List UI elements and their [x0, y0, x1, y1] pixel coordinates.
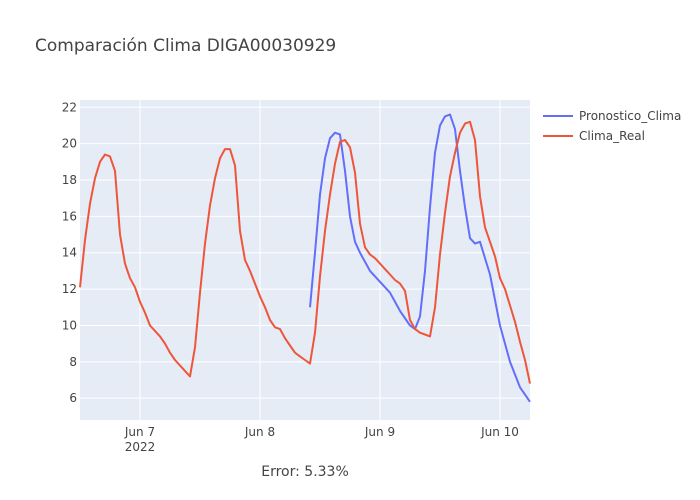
gridlines: [80, 100, 530, 420]
y-tick-label: 18: [62, 173, 77, 187]
series-lines: [79, 113, 531, 403]
x-tick-year-label: 2022: [125, 440, 156, 454]
legend[interactable]: Pronostico_Clima Clima_Real: [543, 109, 681, 143]
legend-item-clima-real[interactable]: Clima_Real: [543, 129, 645, 143]
y-tick-label: 14: [62, 246, 77, 260]
legend-label: Pronostico_Clima: [579, 109, 681, 123]
x-tick-label: Jun 9: [364, 425, 395, 439]
legend-item-pronostico-clima[interactable]: Pronostico_Clima: [543, 109, 681, 123]
plot-area: [80, 100, 530, 420]
series-line-clima-real: [79, 120, 531, 384]
error-annotation: Error: 5.33%: [261, 464, 349, 480]
x-tick-label: Jun 10: [480, 425, 519, 439]
y-tick-label: 16: [62, 209, 77, 223]
x-tick-label: Jun 8: [244, 425, 275, 439]
y-tick-label: 10: [62, 318, 77, 332]
series-line-pronostico-clima: [309, 113, 531, 403]
legend-label: Clima_Real: [579, 129, 645, 143]
y-tick-label: 22: [62, 100, 77, 114]
chart-title: Comparación Clima DIGA00030929: [35, 36, 336, 56]
y-tick-label: 6: [69, 391, 77, 405]
y-tick-label: 20: [62, 137, 77, 151]
y-tick-label: 12: [62, 282, 77, 296]
y-tick-label: 8: [69, 355, 77, 369]
x-tick-label: Jun 7: [124, 425, 155, 439]
y-axis-ticks: 6 8 10 12 14 16 18 20 22: [62, 100, 77, 405]
